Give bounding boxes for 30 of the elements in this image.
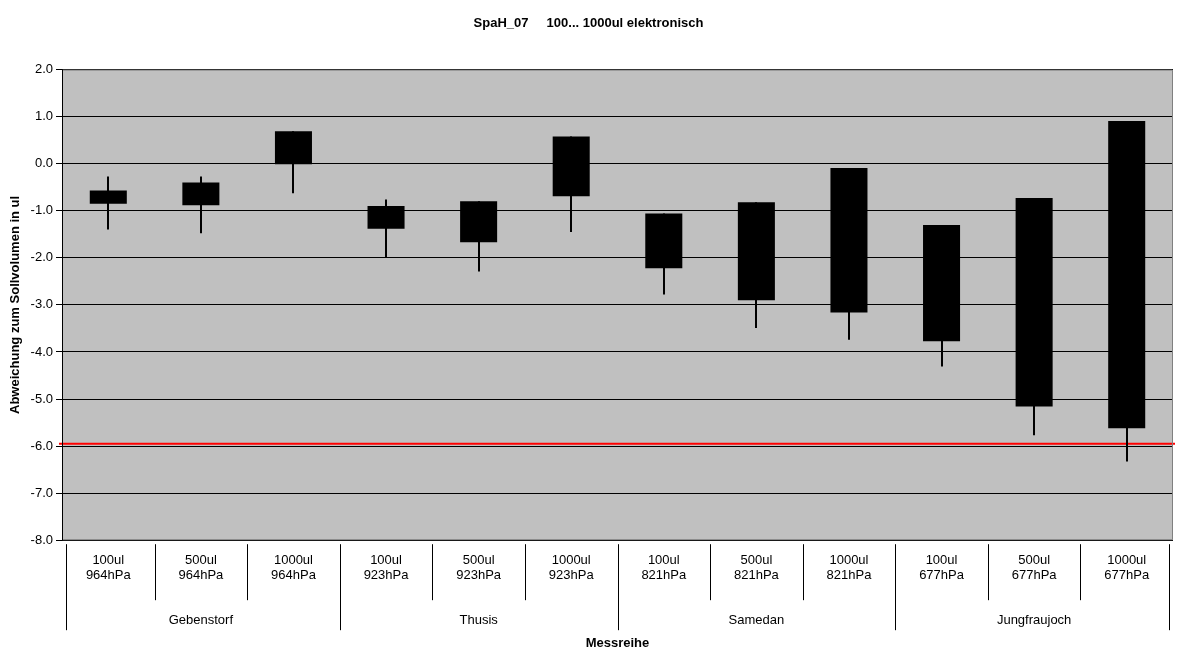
x-tick-label: 100ul 821hPa — [641, 551, 687, 583]
y-tick-label: -3.0 — [30, 296, 53, 312]
y-tick-label: -4.0 — [30, 343, 53, 359]
y-tick-label: 0.0 — [34, 155, 53, 171]
x-axis-title: Messreihe — [585, 634, 650, 650]
text: Thusis — [459, 611, 499, 627]
y-tick-label: -7.0 — [30, 484, 53, 500]
chart-title: SpaH_07 100... 1000ul elektronisch — [473, 15, 704, 31]
text: Samedan — [728, 611, 785, 627]
y-tick-label: -1.0 — [30, 202, 53, 218]
y-tick-label: -5.0 — [30, 390, 53, 406]
y-tick-label: 2.0 — [34, 61, 53, 77]
x-tick-label: 500ul 964hPa — [178, 551, 225, 583]
x-tick-label: 1000ul 677hPa — [1104, 551, 1150, 583]
x-tick-label: 500ul 677hPa — [1011, 551, 1058, 583]
text: Jungfraujoch — [996, 611, 1072, 627]
y-tick-label: -2.0 — [30, 249, 53, 265]
text: Gebenstorf — [168, 611, 234, 627]
y-axis-title: Abweichung zum Sollvolumen in ul — [7, 195, 23, 414]
y-tick-label: -8.0 — [30, 531, 53, 547]
y-tick-label: -6.0 — [30, 437, 53, 453]
x-tick-label: 100ul 964hPa — [85, 551, 132, 583]
x-tick-label: 1000ul 821hPa — [826, 551, 873, 583]
x-tick-label: 500ul 821hPa — [733, 551, 780, 583]
x-tick-label: 1000ul 964hPa — [271, 551, 317, 583]
x-tick-label: 500ul 923hPa — [456, 551, 502, 583]
x-tick-label: 100ul 923hPa — [363, 551, 410, 583]
x-tick-label: 100ul 677hPa — [919, 551, 965, 583]
x-tick-label: 1000ul 923hPa — [548, 551, 595, 583]
y-tick-label: 1.0 — [34, 108, 53, 124]
